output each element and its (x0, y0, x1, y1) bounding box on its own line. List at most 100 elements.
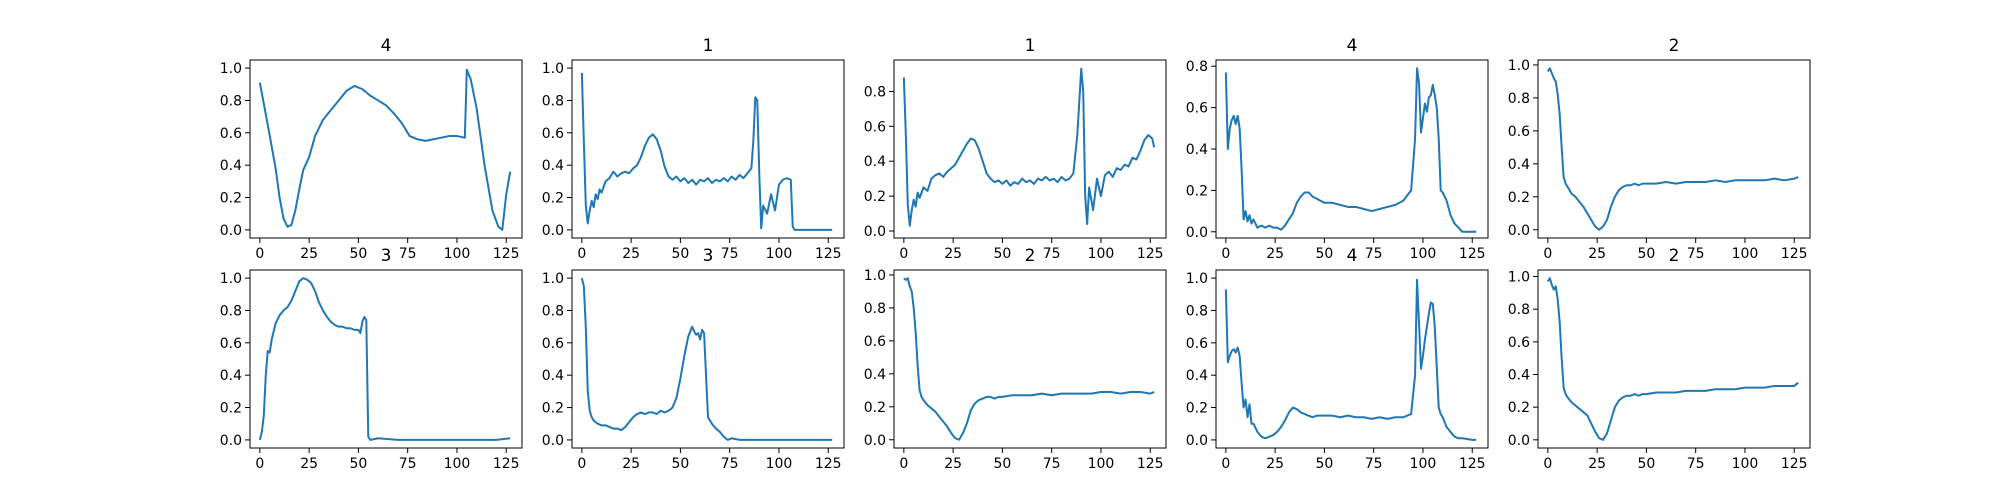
y-tick-label: 0.8 (220, 93, 242, 109)
x-tick-label: 125 (1781, 456, 1808, 472)
y-tick-label: 0.8 (542, 93, 564, 109)
x-tick-label: 75 (1365, 456, 1383, 472)
subplot-title: 1 (703, 36, 714, 56)
series-line (580, 72, 833, 231)
x-tick-label: 50 (671, 456, 689, 472)
x-tick-label: 50 (1315, 456, 1333, 472)
axes-frame (249, 269, 523, 449)
axes-frame (1215, 269, 1489, 449)
y-tick-label: 0.2 (220, 401, 242, 417)
series-line (1224, 278, 1477, 441)
subplot-title: 2 (1025, 246, 1036, 266)
x-tick-label: 100 (1732, 246, 1759, 262)
x-tick-label: 75 (1043, 246, 1061, 262)
x-tick-label: 25 (1266, 456, 1284, 472)
x-tick-label: 100 (444, 246, 471, 262)
y-tick-label: 1.0 (1508, 58, 1530, 74)
x-tick-label: 125 (1137, 456, 1164, 472)
y-tick-label: 1.0 (1508, 270, 1530, 286)
x-tick-label: 100 (1732, 456, 1759, 472)
x-tick-label: 125 (493, 456, 520, 472)
x-tick-label: 0 (1221, 246, 1230, 262)
x-tick-label: 75 (399, 456, 417, 472)
x-tick-label: 50 (1637, 246, 1655, 262)
y-tick-label: 0.6 (1186, 336, 1208, 352)
y-tick-label: 0.0 (1508, 433, 1530, 449)
x-tick-label: 25 (1266, 246, 1284, 262)
series-line (580, 277, 833, 441)
x-tick-label: 0 (255, 456, 264, 472)
y-tick-label: 0.8 (1508, 302, 1530, 318)
x-tick-label: 50 (349, 456, 367, 472)
x-tick-label: 0 (577, 246, 586, 262)
axes-frame (893, 269, 1167, 449)
y-tick-label: 0.0 (864, 433, 886, 449)
x-tick-label: 25 (1588, 246, 1606, 262)
x-tick-label: 0 (577, 456, 586, 472)
y-tick-label: 0.2 (1186, 183, 1208, 199)
x-tick-label: 75 (1687, 246, 1705, 262)
y-tick-label: 0.2 (864, 189, 886, 205)
x-tick-label: 75 (1365, 246, 1383, 262)
y-tick-label: 0.0 (542, 223, 564, 239)
x-tick-label: 125 (1781, 246, 1808, 262)
x-tick-label: 75 (1687, 456, 1705, 472)
subplot-title: 3 (381, 246, 392, 266)
series-line (1547, 277, 1799, 441)
y-tick-label: 0.8 (1186, 303, 1208, 319)
x-tick-label: 75 (721, 246, 739, 262)
subplot-title: 3 (703, 246, 714, 266)
y-tick-label: 1.0 (542, 271, 564, 287)
y-tick-label: 0.2 (542, 191, 564, 207)
y-tick-label: 0.6 (1186, 101, 1208, 117)
y-tick-label: 0.2 (864, 400, 886, 416)
y-tick-label: 0.6 (220, 126, 242, 142)
subplot-6: 3 0 25 50 75 100 125 0.0 0.2 0.4 0.6 0.8 1.0 (220, 246, 523, 472)
subplot-title: 2 (1669, 36, 1680, 56)
y-tick-label: 0.0 (542, 433, 564, 449)
y-tick-label: 0.6 (542, 126, 564, 142)
y-tick-label: 1.0 (1186, 271, 1208, 287)
x-tick-label: 25 (300, 246, 318, 262)
subplot-title: 4 (1347, 36, 1358, 56)
subplot-2: 1 0 25 50 75 100 125 0.0 0.2 0.4 0.6 0.8 1.0 (542, 36, 845, 262)
x-tick-label: 50 (993, 456, 1011, 472)
subplot-4: 4 0 25 50 75 100 125 0.0 0.2 0.4 0.6 0.8 (1186, 36, 1489, 262)
x-tick-label: 25 (1588, 456, 1606, 472)
series-line (1547, 67, 1799, 231)
y-tick-label: 0.4 (1508, 157, 1530, 173)
subplot-title: 4 (1347, 246, 1358, 266)
y-tick-label: 0.6 (864, 334, 886, 350)
subplot-1: 4 0 25 50 75 100 125 0.0 0.2 0.4 0.6 0.8 1.0 (220, 36, 523, 262)
subplot-title: 2 (1669, 246, 1680, 266)
x-tick-label: 0 (255, 246, 264, 262)
x-tick-label: 50 (349, 246, 367, 262)
x-tick-label: 100 (444, 456, 471, 472)
x-tick-label: 100 (1410, 246, 1437, 262)
y-tick-label: 0.8 (542, 303, 564, 319)
y-tick-label: 0.2 (220, 191, 242, 207)
axes-frame (571, 269, 845, 449)
y-tick-label: 1.0 (542, 61, 564, 77)
x-tick-label: 75 (721, 456, 739, 472)
y-tick-label: 0.4 (220, 158, 242, 174)
x-tick-label: 125 (1459, 246, 1486, 262)
x-tick-label: 125 (815, 246, 842, 262)
x-tick-label: 50 (993, 246, 1011, 262)
y-tick-label: 0.4 (542, 158, 564, 174)
subplot-5: 2 0 25 50 75 100 125 0.0 0.2 0.4 0.6 0.8 1.0 (1508, 36, 1811, 262)
subplot-7: 3 0 25 50 75 100 125 0.0 0.2 0.4 0.6 0.8 1.0 (542, 246, 845, 472)
x-tick-label: 0 (1543, 456, 1552, 472)
x-tick-label: 25 (300, 456, 318, 472)
y-tick-label: 0.0 (220, 433, 242, 449)
x-tick-label: 25 (944, 456, 962, 472)
y-tick-label: 0.8 (1186, 59, 1208, 75)
y-tick-label: 0.0 (1186, 433, 1208, 449)
y-tick-label: 0.4 (1186, 368, 1208, 384)
x-tick-label: 125 (1459, 456, 1486, 472)
x-tick-label: 100 (766, 456, 793, 472)
x-tick-label: 100 (766, 246, 793, 262)
y-tick-label: 0.2 (1186, 401, 1208, 417)
y-tick-label: 1.0 (220, 61, 242, 77)
